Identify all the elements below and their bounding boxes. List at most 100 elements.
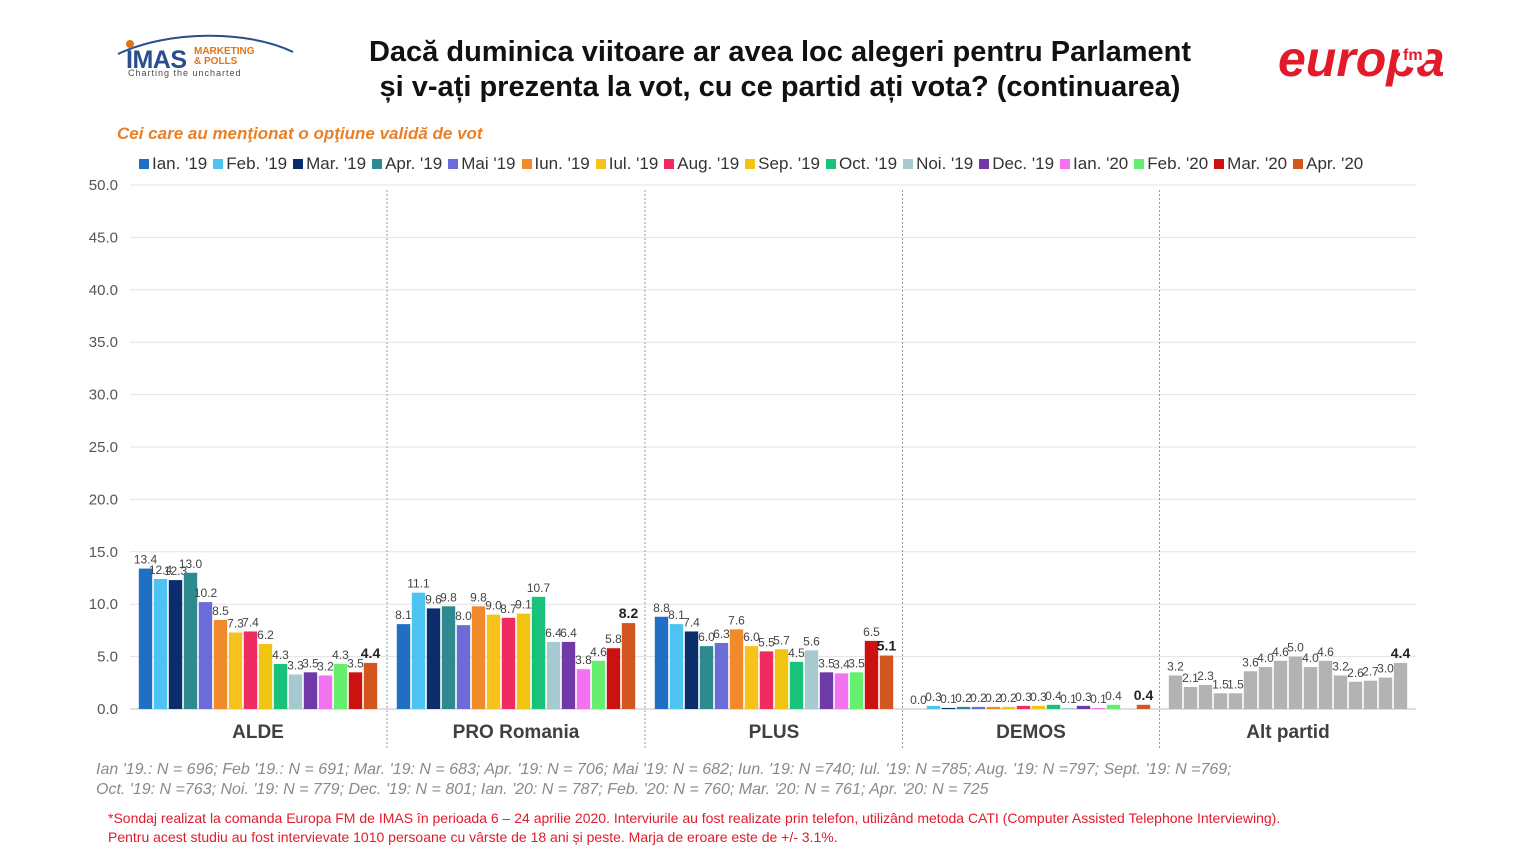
data-label: 0.4 <box>1045 689 1062 703</box>
data-label: 4.0 <box>1257 651 1274 665</box>
data-label: 3.8 <box>575 653 592 667</box>
legend-swatch <box>826 159 837 169</box>
data-label: 0.1 <box>940 692 957 706</box>
data-label: 6.2 <box>257 628 274 642</box>
bar <box>606 648 621 709</box>
bar <box>834 673 849 709</box>
bar <box>1243 671 1258 709</box>
data-label: 0.4 <box>1105 689 1122 703</box>
data-label: 8.7 <box>500 602 517 616</box>
bar <box>363 662 378 709</box>
data-label: 3.4 <box>833 657 850 671</box>
bar <box>879 655 894 709</box>
bar <box>1046 704 1061 709</box>
data-label: 7.4 <box>242 615 259 629</box>
bar <box>1318 660 1333 709</box>
bar <box>591 660 606 709</box>
data-label: 13.0 <box>179 557 203 571</box>
bar <box>789 661 804 709</box>
legend-label: Ian. '19 <box>152 154 208 173</box>
bar <box>1213 693 1228 709</box>
bar <box>1168 675 1183 709</box>
legend-item: Apr. '19 <box>372 154 442 174</box>
data-label: 3.2 <box>1332 659 1349 673</box>
data-label: 4.0 <box>1302 651 1319 665</box>
bar <box>1061 707 1076 709</box>
legend-item: Feb. '20 <box>1134 154 1208 174</box>
bar <box>1348 681 1363 709</box>
data-label: 10.7 <box>527 581 551 595</box>
legend-item: Apr. '20 <box>1293 154 1363 174</box>
data-label: 1.5 <box>1212 677 1229 691</box>
imas-swoosh-icon <box>117 34 294 55</box>
data-label: 9.0 <box>485 599 502 613</box>
y-tick-label: 45.0 <box>89 229 118 246</box>
bar <box>168 580 183 709</box>
europa-logo-fm: fm <box>1403 47 1423 64</box>
legend-item: Dec. '19 <box>979 154 1054 174</box>
data-label: 7.6 <box>728 613 745 627</box>
bar <box>516 613 531 709</box>
y-tick-label: 25.0 <box>89 439 118 456</box>
legend-label: Feb. '19 <box>226 154 288 173</box>
category-label: DEMOS <box>996 722 1066 743</box>
bar <box>1363 680 1378 709</box>
data-label: 4.6 <box>590 645 607 659</box>
bar <box>333 663 348 709</box>
data-label: 4.6 <box>1317 645 1334 659</box>
data-label: 0.3 <box>925 690 942 704</box>
bar <box>348 672 363 709</box>
legend-label: Mar. '19 <box>306 154 367 173</box>
legend-item: Mai '19 <box>448 154 516 174</box>
legend-label: Mai '19 <box>461 154 516 173</box>
data-label: 3.2 <box>1167 659 1184 673</box>
europa-fm-logo: europa fm <box>1276 31 1486 92</box>
bar <box>864 640 879 709</box>
bar <box>1016 705 1031 709</box>
legend-swatch <box>1214 159 1225 169</box>
data-label: 6.4 <box>545 626 562 640</box>
data-label: 8.5 <box>212 604 229 618</box>
legend-swatch <box>979 159 990 169</box>
data-label: 0.2 <box>970 691 987 705</box>
data-label: 2.6 <box>1347 666 1364 680</box>
bar <box>213 619 228 709</box>
bar <box>699 646 714 709</box>
data-label: 0.3 <box>1015 690 1032 704</box>
data-label: 7.4 <box>683 615 700 629</box>
y-tick-label: 15.0 <box>89 544 118 561</box>
bar <box>684 631 699 709</box>
bar <box>669 624 684 709</box>
y-tick-label: 20.0 <box>89 491 118 508</box>
bar <box>258 644 273 709</box>
bar <box>303 672 318 709</box>
data-label: 2.7 <box>1362 665 1379 679</box>
data-label: 0.2 <box>985 691 1002 705</box>
bar <box>153 579 168 709</box>
bar <box>1001 706 1016 709</box>
bar <box>1198 684 1213 709</box>
data-label: 7.3 <box>227 616 244 630</box>
data-label: 0.3 <box>1030 690 1047 704</box>
bar <box>441 606 456 709</box>
legend-item: Iul. '19 <box>595 154 658 174</box>
legend-swatch <box>595 159 606 169</box>
data-label: 12.4 <box>149 563 173 577</box>
data-label: 0.3 <box>1075 690 1092 704</box>
data-label: 3.5 <box>347 656 364 670</box>
legend-label: Mar. '20 <box>1227 154 1288 173</box>
legend-label: Ian. '20 <box>1073 154 1129 173</box>
bar-chart: 0.0 5.0 10.0 15.0 20.0 25.0 30.0 35.0 40.0 45.0 50… <box>89 177 1416 750</box>
bar <box>138 568 153 709</box>
methodology-line2: Pentru acest studiu au fost intervievate… <box>108 829 838 845</box>
bar <box>1288 656 1303 709</box>
bar <box>804 650 819 709</box>
bar <box>411 592 426 709</box>
methodology-footnote: *Sondaj realizat la comanda Europa FM de… <box>108 809 1408 847</box>
legend-label: Apr. '19 <box>385 154 443 173</box>
data-label: 0.2 <box>955 691 972 705</box>
bar <box>456 625 471 709</box>
legend-swatch <box>1293 159 1304 169</box>
bar <box>926 705 941 709</box>
data-label: 12.3 <box>164 564 188 578</box>
